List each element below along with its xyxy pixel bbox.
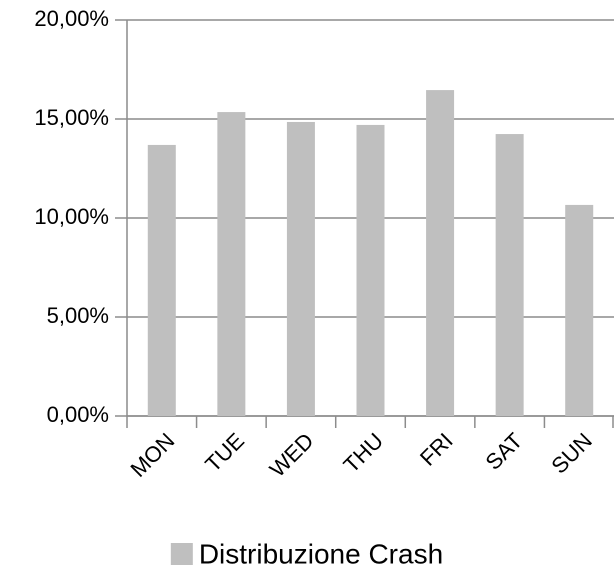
y-tick-label: 10,00% [34, 204, 109, 229]
bar [565, 204, 594, 416]
x-tick-label: THU [338, 428, 388, 478]
x-tick-label: MON [125, 428, 179, 482]
x-tick-label: WED [265, 428, 319, 482]
bar [217, 112, 246, 416]
y-tick-label: 20,00% [34, 6, 109, 31]
bar [495, 134, 524, 416]
x-tick-label: FRI [415, 428, 458, 471]
bar [356, 124, 385, 416]
bar [147, 144, 176, 417]
x-tick-label: SUN [546, 428, 597, 479]
legend: Distribuzione Crash [170, 538, 443, 569]
bar [286, 121, 315, 416]
y-tick-label: 15,00% [34, 105, 109, 130]
legend-swatch [170, 543, 193, 565]
x-tick-label: TUE [200, 428, 249, 477]
y-tick-label: 5,00% [47, 303, 109, 328]
legend-label: Distribuzione Crash [199, 538, 443, 569]
x-tick-label: SAT [481, 428, 528, 475]
bar [426, 90, 455, 416]
y-tick-label: 0,00% [47, 402, 109, 427]
